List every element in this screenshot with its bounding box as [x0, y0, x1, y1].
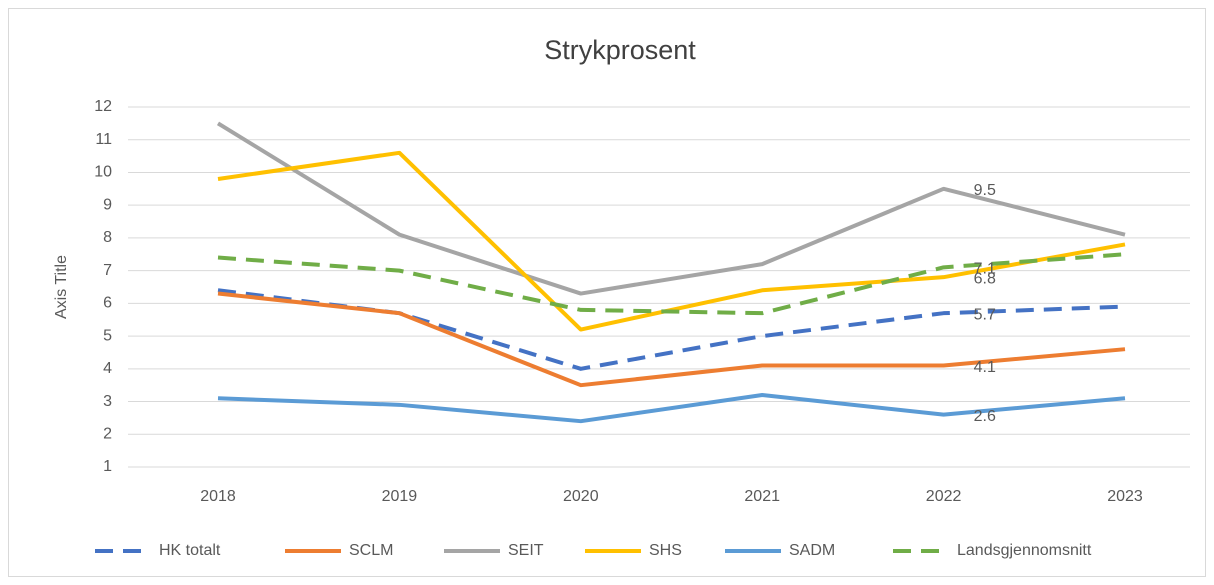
- legend-label: HK totalt: [159, 542, 221, 559]
- x-tick-label: 2019: [382, 488, 418, 505]
- data-label: 9.5: [974, 182, 996, 199]
- y-tick-label: 7: [103, 262, 112, 279]
- series-line: [217, 252, 1126, 316]
- legend-label: SEIT: [508, 542, 544, 559]
- series-line: [217, 291, 1126, 388]
- legend-label: SCLM: [349, 542, 393, 559]
- y-tick-label: 10: [94, 164, 112, 181]
- y-tick-label: 4: [103, 360, 112, 377]
- data-label: 5.7: [974, 306, 996, 323]
- y-tick-label: 1: [103, 458, 112, 475]
- data-label: 7.1: [974, 261, 996, 278]
- legend-label: Landsgjennomsnitt: [957, 542, 1092, 559]
- x-tick-label: 2023: [1107, 488, 1143, 505]
- chart-border: [8, 8, 1206, 577]
- legend-label: SHS: [649, 542, 682, 559]
- data-label: 4.1: [974, 359, 996, 376]
- legend-label: SADM: [789, 542, 835, 559]
- y-tick-label: 6: [103, 295, 112, 312]
- data-label: 6.8: [974, 270, 996, 287]
- y-tick-label: 9: [103, 196, 112, 213]
- y-tick-label: 12: [94, 98, 112, 115]
- y-tick-label: 2: [103, 425, 112, 442]
- y-axis-title: Axis Title: [53, 255, 70, 319]
- series-line: [217, 393, 1126, 424]
- x-tick-label: 2020: [563, 488, 599, 505]
- series-line: [216, 121, 1126, 296]
- data-label: 2.6: [974, 408, 996, 425]
- x-tick-label: 2021: [744, 488, 780, 505]
- chart-title: Strykprosent: [544, 35, 696, 65]
- y-tick-label: 8: [103, 229, 112, 246]
- y-tick-label: 11: [95, 131, 112, 148]
- y-tick-label: 5: [103, 327, 112, 344]
- y-tick-label: 3: [103, 393, 112, 410]
- x-tick-label: 2018: [200, 488, 236, 505]
- x-tick-label: 2022: [926, 488, 962, 505]
